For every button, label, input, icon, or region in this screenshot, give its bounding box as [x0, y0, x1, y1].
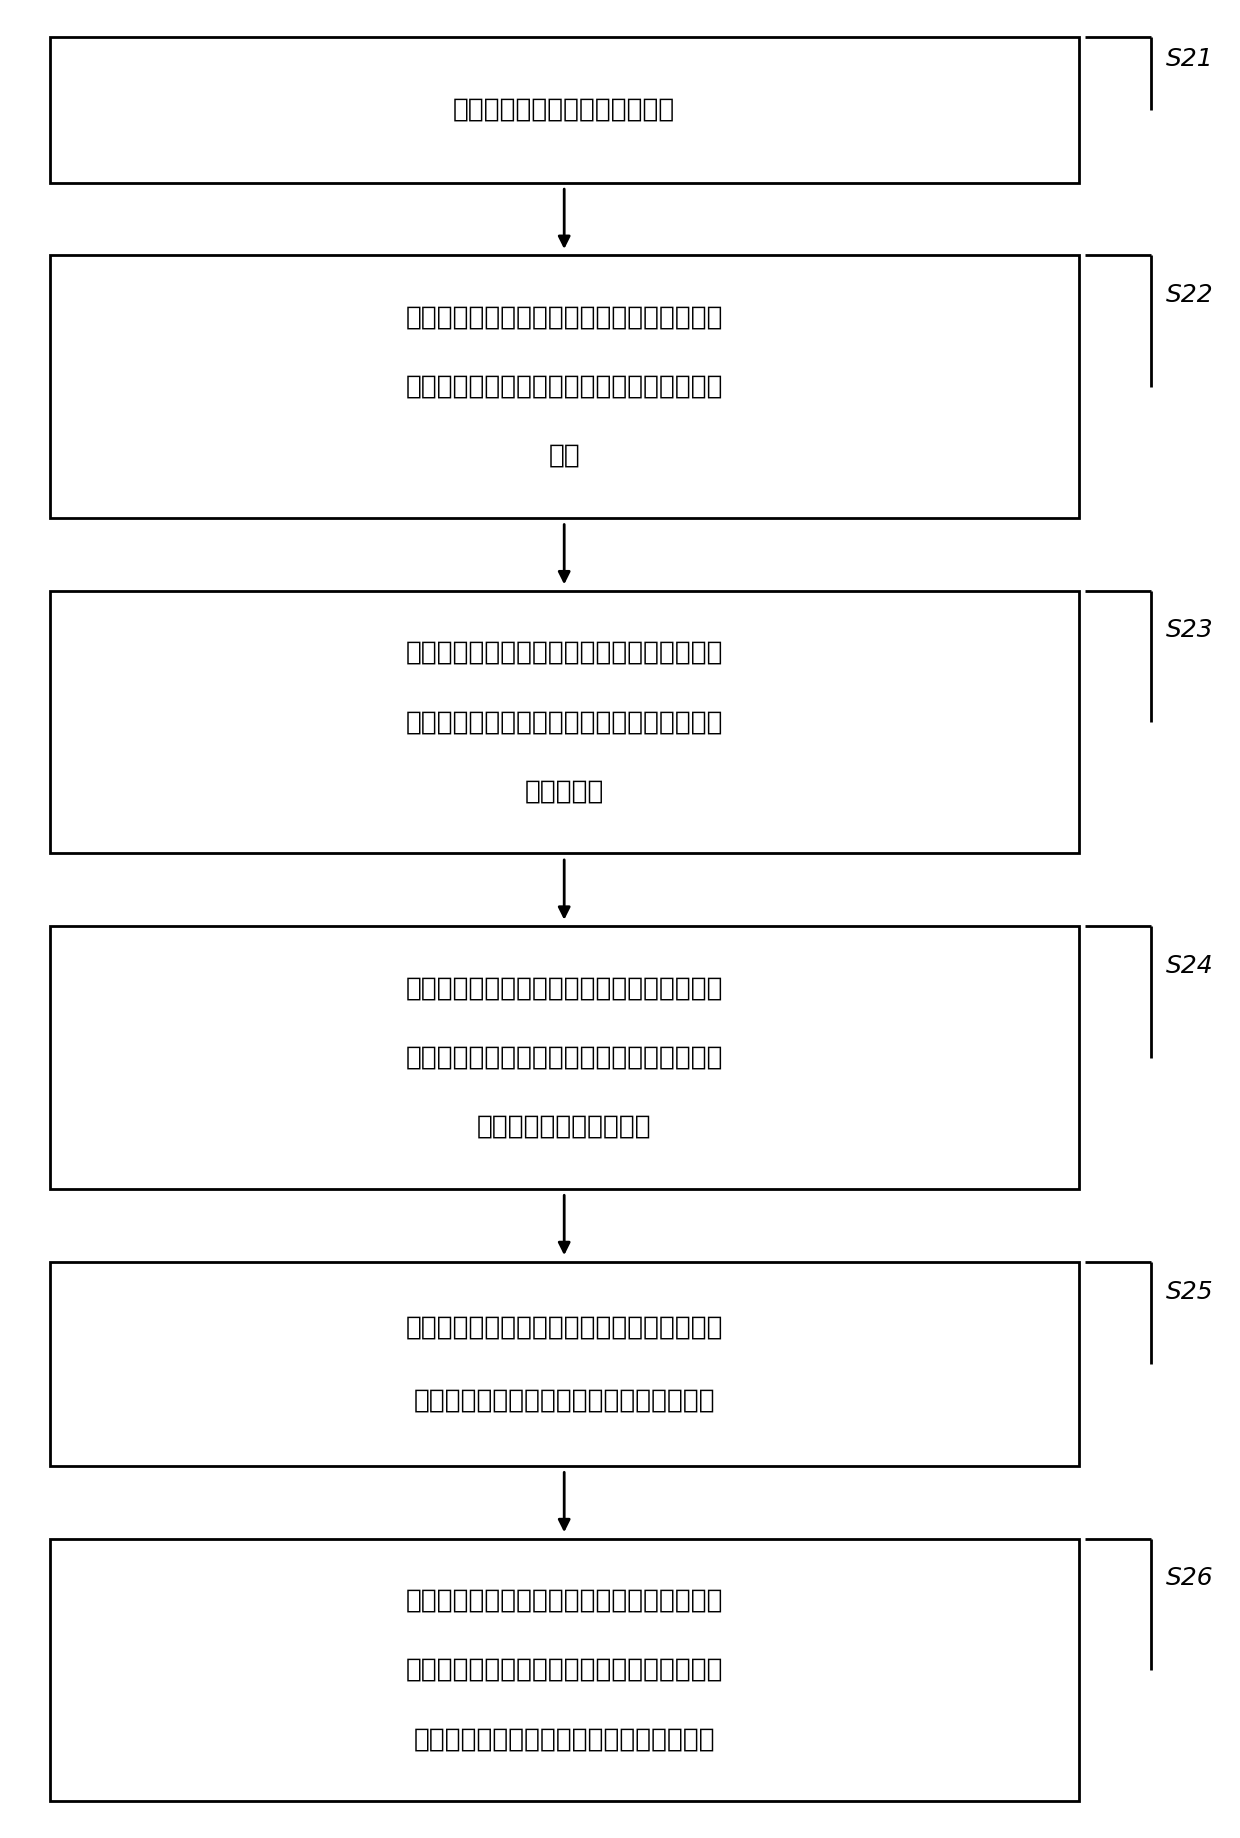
Text: 获取上述用药处方中所包括的药品信息，并根: 获取上述用药处方中所包括的药品信息，并根: [405, 640, 723, 665]
Text: S23: S23: [1166, 618, 1213, 641]
Text: S21: S21: [1166, 46, 1213, 70]
Text: 所述待监控医疗单位的人日均药品费用上限: 所述待监控医疗单位的人日均药品费用上限: [413, 1388, 715, 1413]
Text: 和上述确定的待监控医疗单位的人日均药品费: 和上述确定的待监控医疗单位的人日均药品费: [405, 1658, 723, 1684]
FancyBboxPatch shape: [50, 1538, 1079, 1801]
Text: 获取待监控医疗单位的用药处方: 获取待监控医疗单位的用药处方: [453, 97, 676, 123]
Text: 根据上述日均药品费用、上述所有用药处方中: 根据上述日均药品费用、上述所有用药处方中: [405, 976, 723, 1002]
FancyBboxPatch shape: [50, 590, 1079, 853]
FancyBboxPatch shape: [50, 926, 1079, 1189]
Text: 上述病患信息确定上述用药处方所对应的病患: 上述病患信息确定上述用药处方所对应的病患: [405, 373, 723, 399]
Text: 用上限确定待监控医疗单位的用药是否达标: 用上限确定待监控医疗单位的用药是否达标: [413, 1726, 715, 1752]
Text: 的药品总数和上述病患数量确定上述待监控医: 的药品总数和上述病患数量确定上述待监控医: [405, 1044, 723, 1070]
Text: 根据所述待监控医疗单位的单位属性信息确定: 根据所述待监控医疗单位的单位属性信息确定: [405, 1314, 723, 1340]
Text: 均药品费用: 均药品费用: [525, 777, 604, 805]
Text: 数量: 数量: [548, 443, 580, 469]
FancyBboxPatch shape: [50, 1261, 1079, 1467]
Text: S25: S25: [1166, 1281, 1213, 1305]
Text: S24: S24: [1166, 954, 1213, 978]
Text: 根据上述待监控医疗单位的人日均药品费用，: 根据上述待监控医疗单位的人日均药品费用，: [405, 1588, 723, 1614]
Text: 据上述药品信息确定所述待监控医疗单位的日: 据上述药品信息确定所述待监控医疗单位的日: [405, 709, 723, 735]
FancyBboxPatch shape: [50, 37, 1079, 182]
Text: 疗单位的人日均药品费用: 疗单位的人日均药品费用: [477, 1114, 651, 1140]
Text: 获取上述用药处方中包括的病患信息，并根据: 获取上述用药处方中包括的病患信息，并根据: [405, 305, 723, 331]
FancyBboxPatch shape: [50, 255, 1079, 518]
Text: S22: S22: [1166, 283, 1213, 307]
Text: S26: S26: [1166, 1566, 1213, 1590]
